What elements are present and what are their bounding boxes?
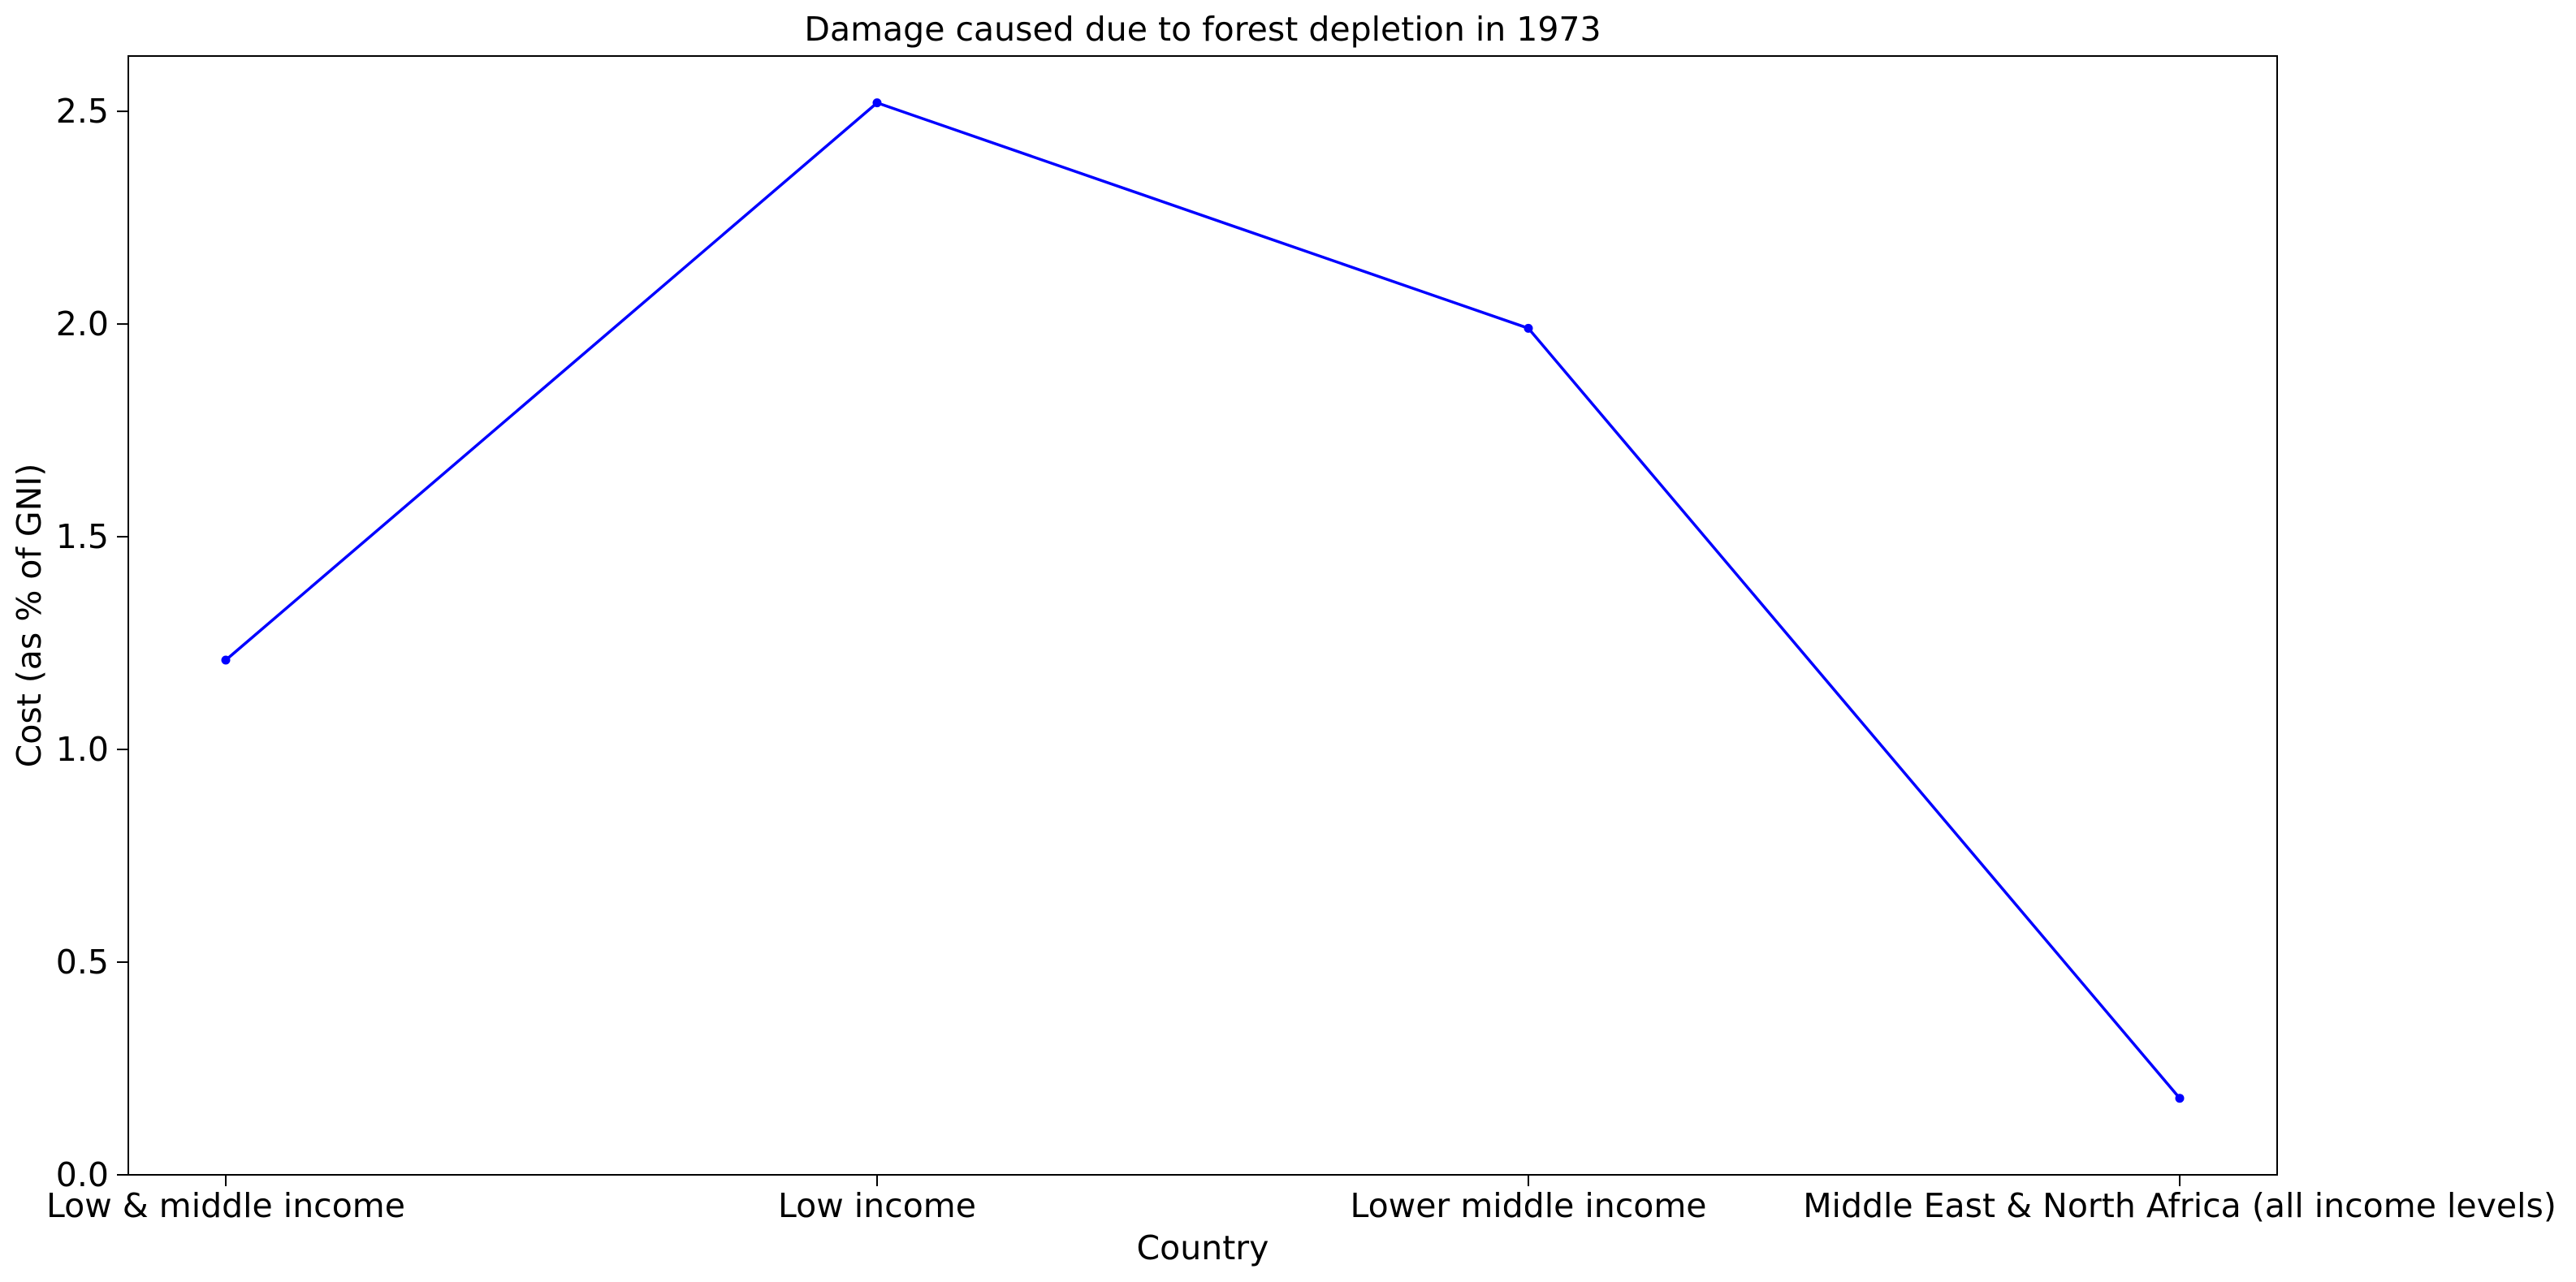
- series-line: [224, 101, 2181, 1099]
- chart-title: Damage caused due to forest depletion in…: [804, 10, 1601, 49]
- y-tick-label: 2.0: [56, 304, 109, 343]
- y-tick-label: 0.5: [56, 943, 109, 982]
- x-axis-ticks: Low & middle income Low income Lower middl…: [46, 1175, 2557, 1225]
- y-tick-label: 2.5: [56, 92, 109, 131]
- x-tick-label: Low & middle income: [46, 1186, 405, 1225]
- y-tick-label: 0.0: [56, 1155, 109, 1194]
- y-axis-title: Cost (as % of GNI): [10, 464, 49, 768]
- data-point: [1524, 323, 1533, 333]
- data-point: [2175, 1094, 2185, 1103]
- x-axis-title: Country: [1137, 1228, 1269, 1267]
- x-tick-label: Middle East & North Africa (all income l…: [1803, 1186, 2557, 1225]
- plot-frame: [128, 55, 2278, 1176]
- y-tick-label: 1.0: [56, 730, 109, 769]
- data-point: [872, 98, 882, 108]
- data-point: [221, 655, 231, 665]
- y-axis-ticks: 0.0 0.5 1.0 1.5 2.0 2.5: [56, 92, 128, 1194]
- y-tick-label: 1.5: [56, 517, 109, 556]
- x-tick-label: Lower middle income: [1350, 1186, 1706, 1225]
- x-tick-label: Low income: [778, 1186, 976, 1225]
- series-layer: [221, 98, 2185, 1103]
